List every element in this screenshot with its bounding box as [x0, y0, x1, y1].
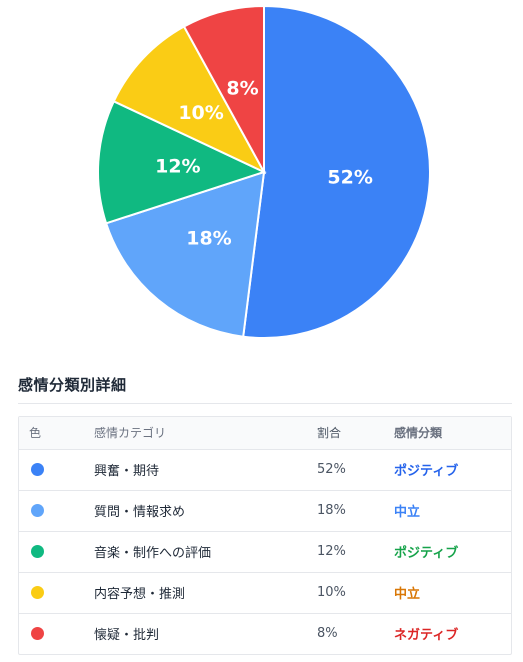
pie-slice-label: 12% — [155, 156, 200, 178]
table-row: 興奮・期待 52% ポジティブ — [19, 449, 511, 490]
color-dot-icon — [31, 463, 44, 476]
header-ratio: 割合 — [317, 417, 394, 450]
category-cell: 内容予想・推測 — [94, 587, 186, 602]
pie-slices — [97, 4, 431, 339]
ratio-cell: 10% — [317, 585, 346, 600]
sentiment-cell: 中立 — [394, 505, 421, 520]
table-body: 興奮・期待 52% ポジティブ 質問・情報求め 18% 中立 音楽・制作への評価 12% ポジテ… — [19, 449, 511, 654]
table-header: 色 感情カテゴリ 割合 感情分類 — [19, 417, 511, 450]
category-cell: 音楽・制作への評価 — [94, 546, 212, 561]
color-cell — [19, 531, 82, 572]
sentiment-cell: ネガティブ — [394, 628, 459, 644]
pie-slice-label: 10% — [178, 102, 223, 124]
table-row: 音楽・制作への評価 12% ポジティブ — [19, 531, 511, 572]
table-row: 内容予想・推測 10% 中立 — [19, 572, 511, 613]
emotion-table: 色 感情カテゴリ 割合 感情分類 興奮・期待 52% ポジティブ 質問・情報求め 18%… — [19, 417, 511, 654]
ratio-cell: 8% — [317, 626, 338, 642]
color-cell — [19, 449, 82, 490]
pie-slice — [112, 25, 267, 175]
sentiment-cell: ポジティブ — [394, 546, 459, 561]
category-cell: 質問・情報求め — [94, 505, 186, 520]
color-dot-icon — [31, 627, 44, 641]
pie-slice — [104, 170, 266, 338]
category-cell: 懐疑・批判 — [94, 628, 160, 644]
pie-slice — [97, 99, 267, 225]
category-cell: 興奮・期待 — [94, 464, 160, 479]
pie-slice-label: 52% — [327, 166, 372, 188]
color-dot-icon — [31, 504, 44, 517]
color-cell — [19, 490, 82, 531]
emotion-table-container: 色 感情カテゴリ 割合 感情分類 興奮・期待 52% ポジティブ 質問・情報求め 18%… — [18, 416, 512, 655]
sentiment-cell: ポジティブ — [394, 464, 459, 479]
pie-slice-label: 18% — [186, 228, 231, 250]
pie-slice-label: 8% — [226, 77, 258, 99]
header-color: 色 — [19, 417, 82, 450]
header-sentiment: 感情分類 — [394, 417, 511, 450]
ratio-cell: 18% — [317, 503, 346, 518]
color-cell — [19, 572, 82, 613]
pie-slice — [242, 4, 431, 339]
pie-chart-container: 52% 18% 12% 10% 8% — [97, 4, 431, 339]
ratio-cell: 52% — [317, 462, 346, 477]
pie-labels: 52% 18% 12% 10%8% — [155, 77, 373, 249]
section-divider — [18, 403, 512, 404]
color-dot-icon — [31, 545, 44, 558]
table-row: 懐疑・批判 8% ネガティブ — [19, 613, 511, 654]
table-header-row: 色 感情カテゴリ 割合 感情分類 — [19, 417, 511, 450]
header-category: 感情カテゴリ — [82, 417, 317, 450]
sentiment-cell: 中立 — [394, 587, 421, 602]
ratio-cell: 12% — [317, 544, 346, 559]
color-cell — [19, 613, 82, 654]
pie-chart: 52% 18% 12% 10%8% — [97, 4, 431, 339]
pie-slice — [182, 4, 265, 173]
table-row: 質問・情報求め 18% 中立 — [19, 490, 511, 531]
color-dot-icon — [31, 586, 44, 599]
section-title: 感情分類別詳細 — [18, 376, 127, 394]
